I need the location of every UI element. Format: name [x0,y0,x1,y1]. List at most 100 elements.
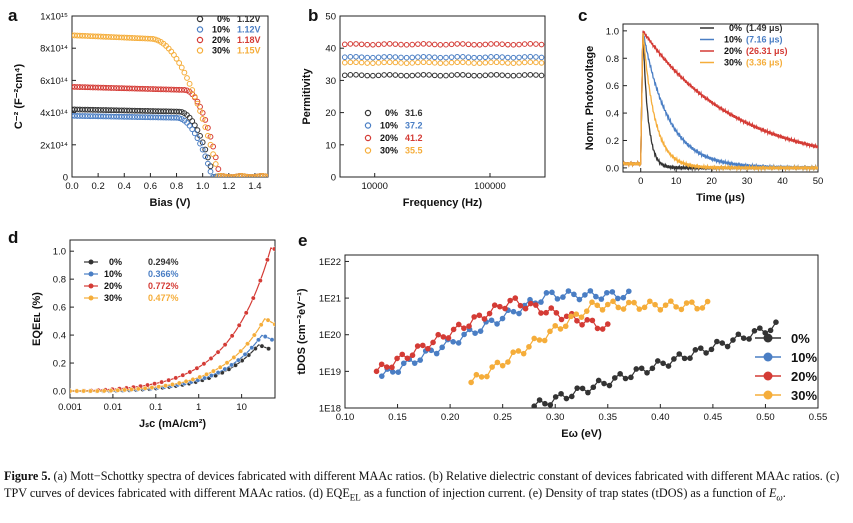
data-point [692,347,699,353]
y-tick-label: 0 [63,173,68,184]
data-point [538,299,544,305]
legend-label: 20% [724,46,742,56]
data-point [704,298,711,305]
data-point [507,297,513,304]
data-point [191,93,198,100]
data-point [493,59,500,66]
data-point [502,305,508,312]
data-point [471,54,477,61]
data-point [510,72,517,79]
legend-label: 0% [729,23,742,33]
legend-label: 20% [380,133,398,143]
data-point [491,302,498,308]
data-point [426,54,432,60]
caption-text-2: as a function of injection current. (e) … [360,486,769,500]
data-point [212,173,219,177]
data-point [409,352,416,359]
caption-label: Figure 5. [4,469,51,483]
data-point [538,60,545,66]
data-point [184,75,190,81]
data-point [231,174,237,177]
data-point [249,174,256,177]
legend-value: (26.31 μs) [746,46,788,56]
data-point [604,289,610,296]
y-tick-label: 0.2 [606,136,619,147]
data-point [199,146,206,153]
data-point [373,368,380,375]
data-point [409,54,416,61]
data-point [259,343,265,349]
data-point [590,384,597,391]
data-point [265,317,271,323]
data-point [238,348,244,354]
legend-value: 1.12V [237,25,261,35]
data-point [152,36,159,43]
data-point [497,303,503,310]
y-tick-label: 1E22 [319,257,341,268]
data-point [398,54,404,61]
data-point [676,351,683,357]
data-point [563,313,570,320]
plot-area [341,41,545,79]
data-point [484,373,490,380]
data-point [571,291,577,298]
data-point [746,336,752,342]
data-point [370,72,376,79]
data-point [353,59,359,66]
data-point [493,71,500,78]
data-point [683,300,690,306]
data-point [272,321,275,327]
legend-marker [364,134,372,142]
data-point [610,298,616,305]
data-point [488,317,495,324]
data-point [94,388,100,394]
data-point [204,160,211,167]
data-point [395,369,402,375]
data-point [220,173,227,177]
data-point [208,355,214,361]
data-point [689,299,695,305]
data-point [417,357,424,363]
legend-label: 20% [791,369,817,384]
data-point [526,343,532,350]
data-point [482,72,489,79]
data-point [543,290,550,296]
data-point [431,41,438,48]
y-tick-label: 0.8 [53,275,66,286]
y-tick-label: 2x10¹⁴ [40,140,68,151]
data-point [569,393,575,400]
data-point [552,322,559,329]
data-point [522,305,529,312]
data-point [533,54,539,60]
data-point [194,127,201,134]
data-point [482,41,489,48]
data-point [271,246,275,252]
data-point [135,386,141,392]
data-point [708,346,715,353]
data-point [347,54,354,60]
panel-letter: b [308,6,318,25]
data-point [454,59,461,66]
data-point [595,377,602,384]
data-point [584,317,591,323]
data-point [531,335,537,342]
data-point [81,388,87,394]
legend-label: 10% [104,269,122,279]
data-point [398,41,404,48]
data-point [189,87,196,93]
y-axis-label: Permitivity [301,67,313,124]
data-point [358,54,365,60]
data-point [574,318,580,324]
data-point [557,326,564,332]
legend-label: 10% [380,121,398,131]
x-tick-label: 0.45 [704,412,723,423]
data-point [443,60,449,66]
data-point [512,295,519,301]
plot-area [623,30,818,172]
data-point [516,54,522,61]
data-point [626,288,632,295]
data-point [375,41,382,48]
data-point [178,109,185,115]
data-point [448,72,455,78]
data-point [415,41,421,47]
